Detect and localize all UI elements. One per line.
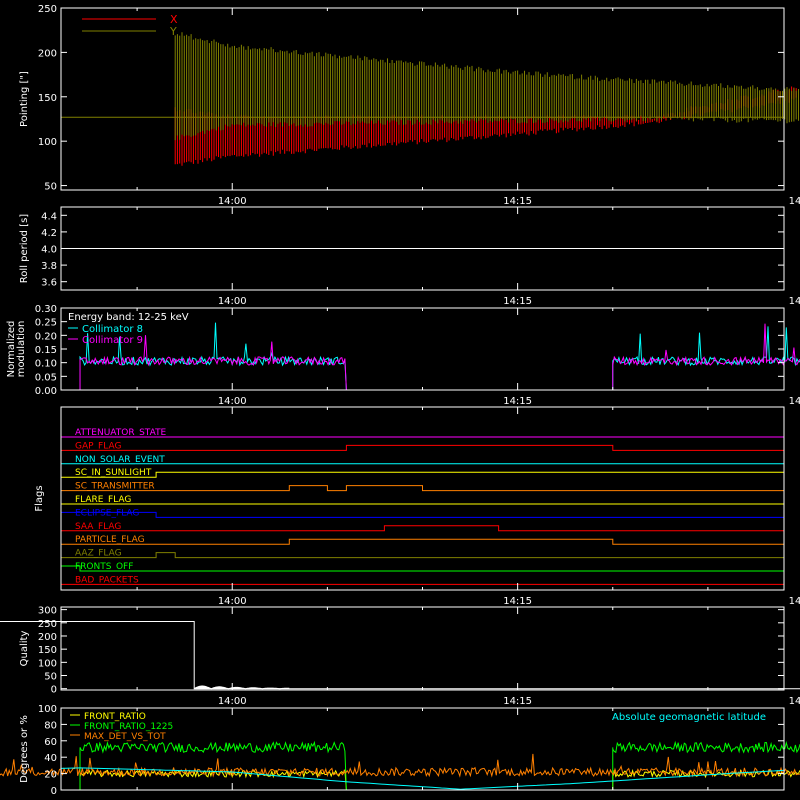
- x-tick-label: 14:15: [503, 396, 532, 407]
- quality-line: [0, 621, 800, 690]
- y-axis-label: Roll period [s]: [19, 214, 30, 283]
- y-axis-label: Pointing ["]: [19, 71, 30, 127]
- y-tick-label: 40: [44, 753, 57, 764]
- x-tick-label: 14:30: [789, 196, 800, 207]
- x-tick-label: 14:00: [218, 196, 247, 207]
- y-tick-label: 0.05: [35, 372, 57, 383]
- y-tick-label: 0.25: [35, 318, 57, 329]
- y-axis-label: Normalized: [6, 321, 17, 378]
- flag-label-non_solar_event: NON_SOLAR_EVENT: [75, 455, 165, 465]
- series-y-line: [174, 32, 799, 141]
- y-tick-label: 200: [38, 632, 57, 643]
- x-tick-label: 14:15: [503, 296, 532, 307]
- x-tick-label: 14:15: [503, 696, 532, 707]
- y-tick-label: 150: [38, 93, 57, 104]
- series-ratio-line: [79, 740, 347, 791]
- y-tick-label: 0.15: [35, 345, 57, 356]
- legend-label-y: Y: [169, 25, 177, 38]
- flag-label-eclipse_flag: ECLIPSE_FLAG: [75, 508, 139, 518]
- y-tick-label: 0: [51, 786, 57, 797]
- flag-line-sc_transmitter: [61, 485, 784, 492]
- quality-bumps: [193, 685, 290, 690]
- flag-label-particle_flag: PARTICLE_FLAG: [75, 535, 145, 545]
- x-tick-label: 14:00: [218, 396, 247, 407]
- y-tick-label: 3.6: [41, 278, 57, 289]
- chart-axes-layer: [60, 7, 785, 791]
- x-tick-label: 14:30: [789, 296, 800, 307]
- series-collimator-line: [79, 335, 347, 391]
- y-tick-label: 100: [38, 658, 57, 669]
- series-collimator-line: [612, 323, 800, 390]
- y-tick-label: 20: [44, 770, 57, 781]
- y-axis-label: Quality: [19, 631, 30, 667]
- flag-label-saa_flag: SAA_FLAG: [75, 522, 121, 532]
- flag-label-attenuator_state: ATTENUATOR_STATE: [75, 428, 167, 438]
- y-axis-label: Degrees or %: [19, 715, 30, 783]
- y-tick-label: 4.4: [41, 211, 57, 222]
- y-tick-label: 50: [44, 182, 57, 193]
- geomagnetic-latitude-line: [60, 767, 785, 790]
- y-tick-label: 150: [38, 645, 57, 656]
- flag-label-sc_transmitter: SC_TRANSMITTER: [75, 482, 155, 492]
- y-tick-label: 250: [38, 4, 57, 15]
- flag-line-particle_flag: [61, 538, 784, 545]
- x-tick-label: 14:30: [789, 696, 800, 707]
- y-tick-label: 0.00: [35, 386, 57, 397]
- x-tick-label: 14:30: [789, 396, 800, 407]
- y-axis-label: modulation: [16, 321, 27, 378]
- chart-text-layer: 13:4514:0014:1514:3014:4515:0015:1550100…: [6, 4, 800, 797]
- flag-label-flare_flag: FLARE_FLAG: [75, 495, 131, 505]
- y-tick-label: 300: [38, 606, 57, 617]
- energy-band-label: Energy band: 12-25 keV: [68, 312, 189, 323]
- series-ratio-line: [612, 740, 800, 790]
- series-collimator-line: [612, 326, 800, 390]
- y-tick-label: 100: [38, 704, 57, 715]
- y-tick-label: 0: [51, 685, 57, 696]
- y-tick-label: 50: [44, 672, 57, 683]
- flag-line-gap_flag: [61, 444, 784, 451]
- x-tick-label: 14:00: [218, 596, 247, 607]
- flag-label-bad_packets: BAD_PACKETS: [75, 575, 139, 585]
- y-tick-label: 60: [44, 737, 57, 748]
- legend-label: Collimator 8: [82, 324, 143, 335]
- y-tick-label: 200: [38, 48, 57, 59]
- y-tick-label: 4.0: [41, 245, 57, 256]
- y-tick-label: 4.2: [41, 228, 57, 239]
- flag-label-aaz_flag: AAZ_FLAG: [75, 549, 122, 559]
- legend-label: FRONT_RATIO: [84, 712, 146, 722]
- x-tick-label: 14:00: [218, 296, 247, 307]
- y-tick-label: 250: [38, 619, 57, 630]
- x-tick-label: 14:00: [218, 696, 247, 707]
- y-tick-label: 0.10: [35, 359, 57, 370]
- y-axis-label: Flags: [34, 485, 45, 511]
- legend-label: FRONT_RATIO_1225: [84, 722, 173, 732]
- flag-label-sc_in_sunlight: SC_IN_SUNLIGHT: [75, 468, 152, 478]
- x-tick-label: 14:15: [503, 596, 532, 607]
- x-tick-label: 14:15: [503, 196, 532, 207]
- flag-label-fronts_off: FRONTS_OFF: [75, 562, 133, 572]
- y-tick-label: 3.8: [41, 261, 57, 272]
- y-tick-label: 80: [44, 720, 57, 731]
- y-tick-label: 0.30: [35, 304, 57, 315]
- y-tick-label: 0.20: [35, 331, 57, 342]
- flag-line-saa_flag: [61, 525, 784, 532]
- y-tick-label: 100: [38, 137, 57, 148]
- flag-label-gap_flag: GAP_FLAG: [75, 441, 121, 451]
- x-tick-label: 14:30: [789, 596, 800, 607]
- legend-label: MAX_DET_VS_TOT: [84, 732, 166, 742]
- legend-label-x: X: [170, 13, 178, 26]
- geomagnetic-latitude-label: Absolute geomagnetic latitude: [612, 712, 766, 723]
- legend-label: Collimator 9: [82, 335, 143, 346]
